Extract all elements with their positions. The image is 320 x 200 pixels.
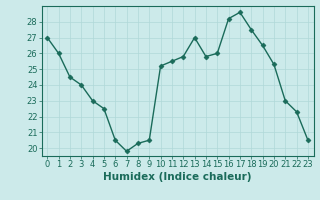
X-axis label: Humidex (Indice chaleur): Humidex (Indice chaleur) <box>103 172 252 182</box>
